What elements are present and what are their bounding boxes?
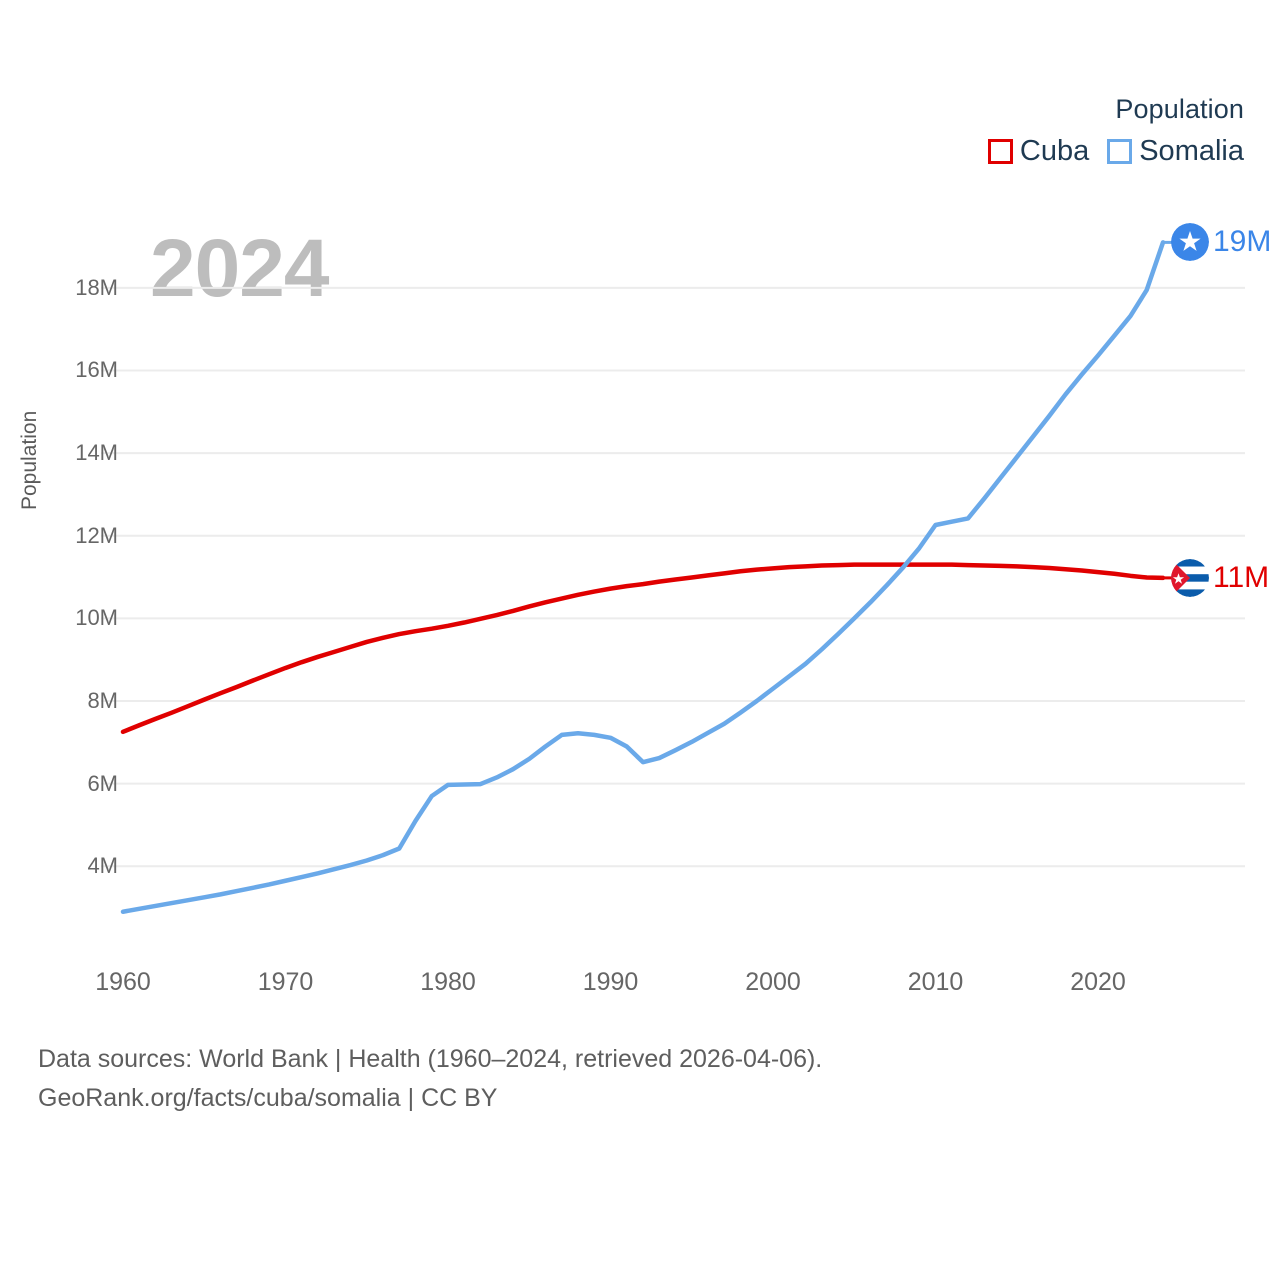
legend-label-somalia: Somalia: [1139, 135, 1244, 167]
legend-swatch-cuba: [987, 139, 1013, 164]
y-tick-label: 12M: [75, 522, 118, 548]
y-tick-label: 16M: [75, 357, 118, 383]
x-tick-label: 1970: [257, 968, 314, 996]
y-axis-ticks: 4M 6M 8M 10M 12M 14M 16M 18M: [0, 0, 118, 1280]
endpoint-label-cuba: 11M: [1213, 560, 1270, 594]
x-tick-label: 2020: [1070, 968, 1126, 996]
gridlines: [101, 286, 1245, 868]
series-line-cuba: [120, 562, 1166, 735]
legend-title: Population: [1115, 94, 1244, 124]
legend-item-somalia[interactable]: Somalia: [1107, 137, 1244, 166]
legend-item-cuba[interactable]: Cuba: [987, 135, 1090, 167]
x-tick-label: 2010: [907, 968, 964, 996]
legend-swatch-somalia: [1107, 139, 1133, 164]
cuba-flag-icon: [1171, 558, 1209, 597]
y-tick-label: 4M: [87, 853, 118, 879]
series-line-somalia: [120, 240, 1166, 914]
year-watermark: 2024: [150, 223, 329, 314]
endpoint-cuba[interactable]: 11M: [1171, 558, 1270, 597]
x-tick-label: 1980: [420, 968, 476, 996]
y-tick-label: 18M: [75, 274, 118, 300]
legend-items: Cuba Somalia: [987, 135, 1244, 167]
footer-line-license[interactable]: GeoRank.org/facts/cuba/somalia | CC BY: [38, 1083, 498, 1112]
legend-label-cuba: Cuba: [1019, 135, 1090, 167]
x-tick-label: 2000: [745, 968, 801, 996]
y-tick-label: 8M: [87, 688, 118, 714]
chart-legend: Population Cuba Somalia: [987, 94, 1244, 167]
x-tick-label: 1990: [582, 968, 639, 996]
somalia-flag-icon: [1171, 223, 1209, 262]
y-tick-label: 10M: [75, 605, 118, 631]
y-tick-label: 14M: [75, 440, 118, 466]
footer-attribution: Data sources: World Bank | Health (1960–…: [38, 1040, 822, 1118]
x-tick-label: 1960: [95, 968, 151, 996]
endpoint-label-somalia: 19M: [1213, 225, 1272, 259]
y-tick-label: 6M: [87, 770, 118, 796]
footer-line-sources: Data sources: World Bank | Health (1960–…: [38, 1045, 823, 1073]
y-axis-title: Population: [18, 410, 41, 510]
endpoint-somalia[interactable]: 19M: [1171, 223, 1272, 262]
